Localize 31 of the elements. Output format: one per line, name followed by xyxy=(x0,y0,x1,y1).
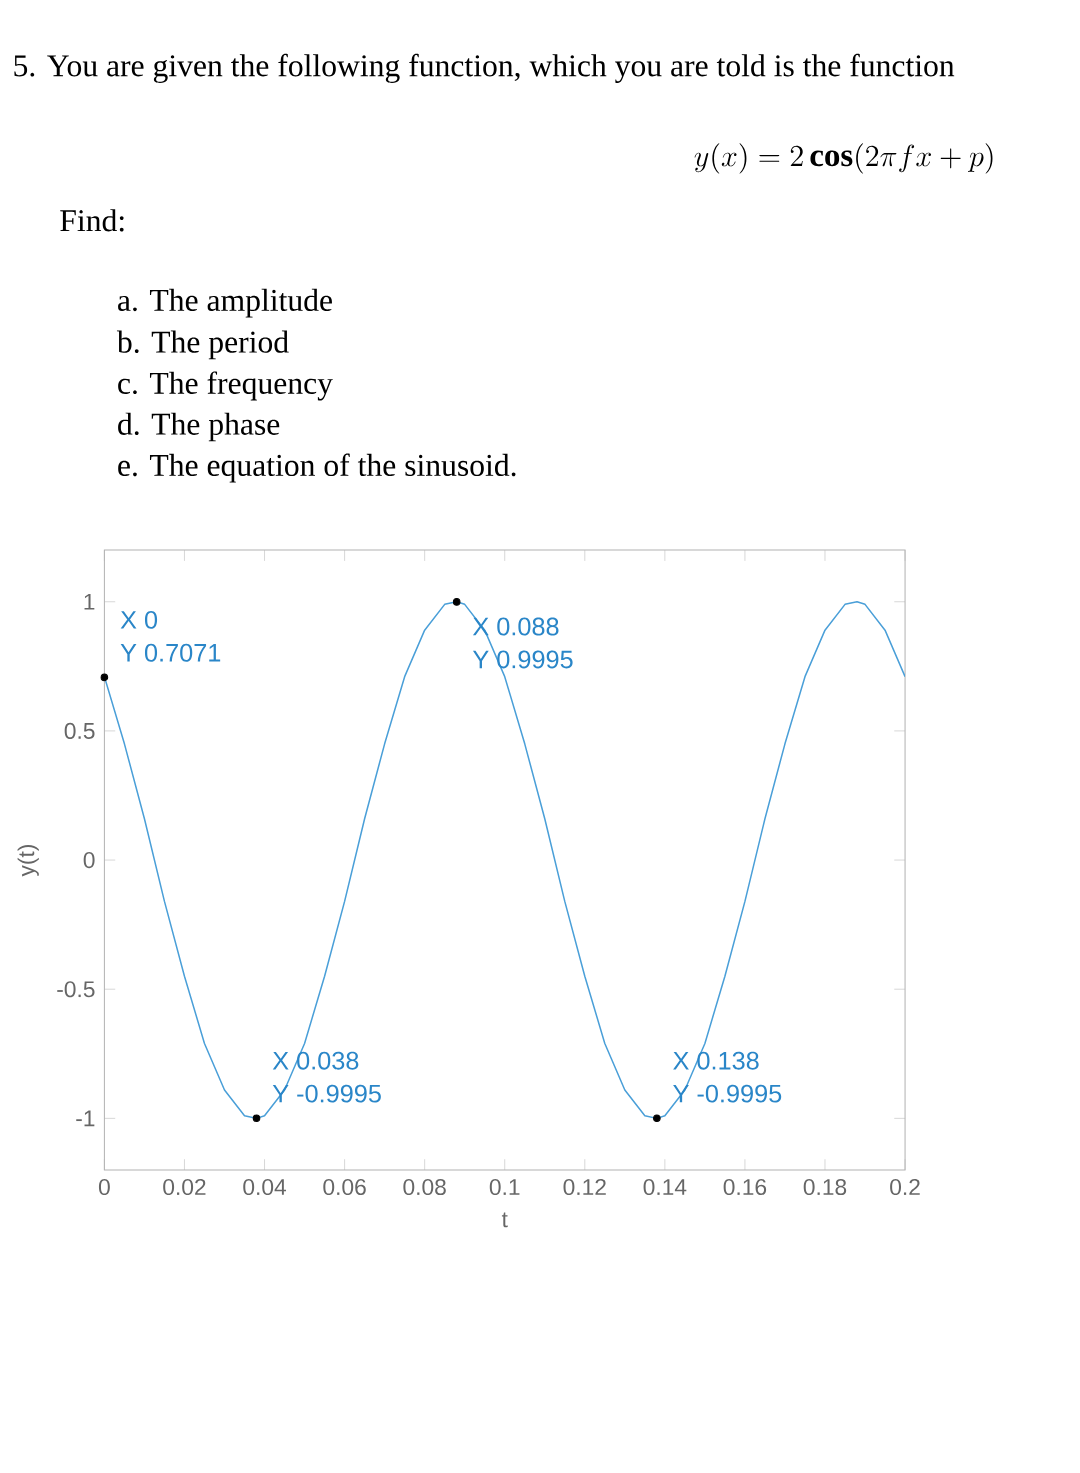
y-tick-label: 0.5 xyxy=(64,722,95,739)
y-tick-label: -1 xyxy=(76,1110,95,1127)
text: e. The equation of the sinusoid. xyxy=(118,453,516,483)
annotation: X 0.038 xyxy=(272,1051,359,1070)
x-tick-label: 0 xyxy=(98,1178,110,1196)
x-tick-label: 0.12 xyxy=(563,1178,606,1196)
text: c. The frequency xyxy=(118,371,333,401)
x-axis-title: t xyxy=(501,1212,508,1228)
annotation: X 0.138 xyxy=(673,1051,759,1070)
x-tick-label: 0.14 xyxy=(643,1178,687,1196)
text: b. The period xyxy=(116,330,289,360)
annotation: Y 0.7071 xyxy=(120,643,221,662)
text: a. The amplitude xyxy=(118,288,332,318)
chart-title: 5. You are given the following function, which you are told is the function xyxy=(14,53,955,83)
y-tick-label: 1 xyxy=(84,593,95,610)
text: Find: xyxy=(60,209,124,232)
x-tick-label: 0.02 xyxy=(163,1178,206,1196)
y-tick-label: 0 xyxy=(83,851,95,869)
x-tick-label: 0.08 xyxy=(403,1178,446,1196)
x-tick-label: 0.06 xyxy=(323,1178,366,1196)
x-tick-label: 0.18 xyxy=(803,1178,847,1196)
annotation: X 0 xyxy=(120,610,158,629)
text: d. The phase xyxy=(118,412,280,442)
x-tick-label: 0.16 xyxy=(723,1178,767,1196)
y-axis-title: y(t) xyxy=(17,845,39,877)
annotation: Y 0.9995 xyxy=(472,650,573,669)
x-tick-label: 0.04 xyxy=(243,1178,287,1196)
x-tick-label: 0.2 xyxy=(890,1178,920,1196)
y-tick-label: -0.5 xyxy=(57,981,95,998)
chart-subtitle: $y(x) = 2\,\mathbf{cos}(2\pi f x + p)$ xyxy=(694,143,993,174)
x-tick-label: 0.1 xyxy=(489,1178,520,1196)
